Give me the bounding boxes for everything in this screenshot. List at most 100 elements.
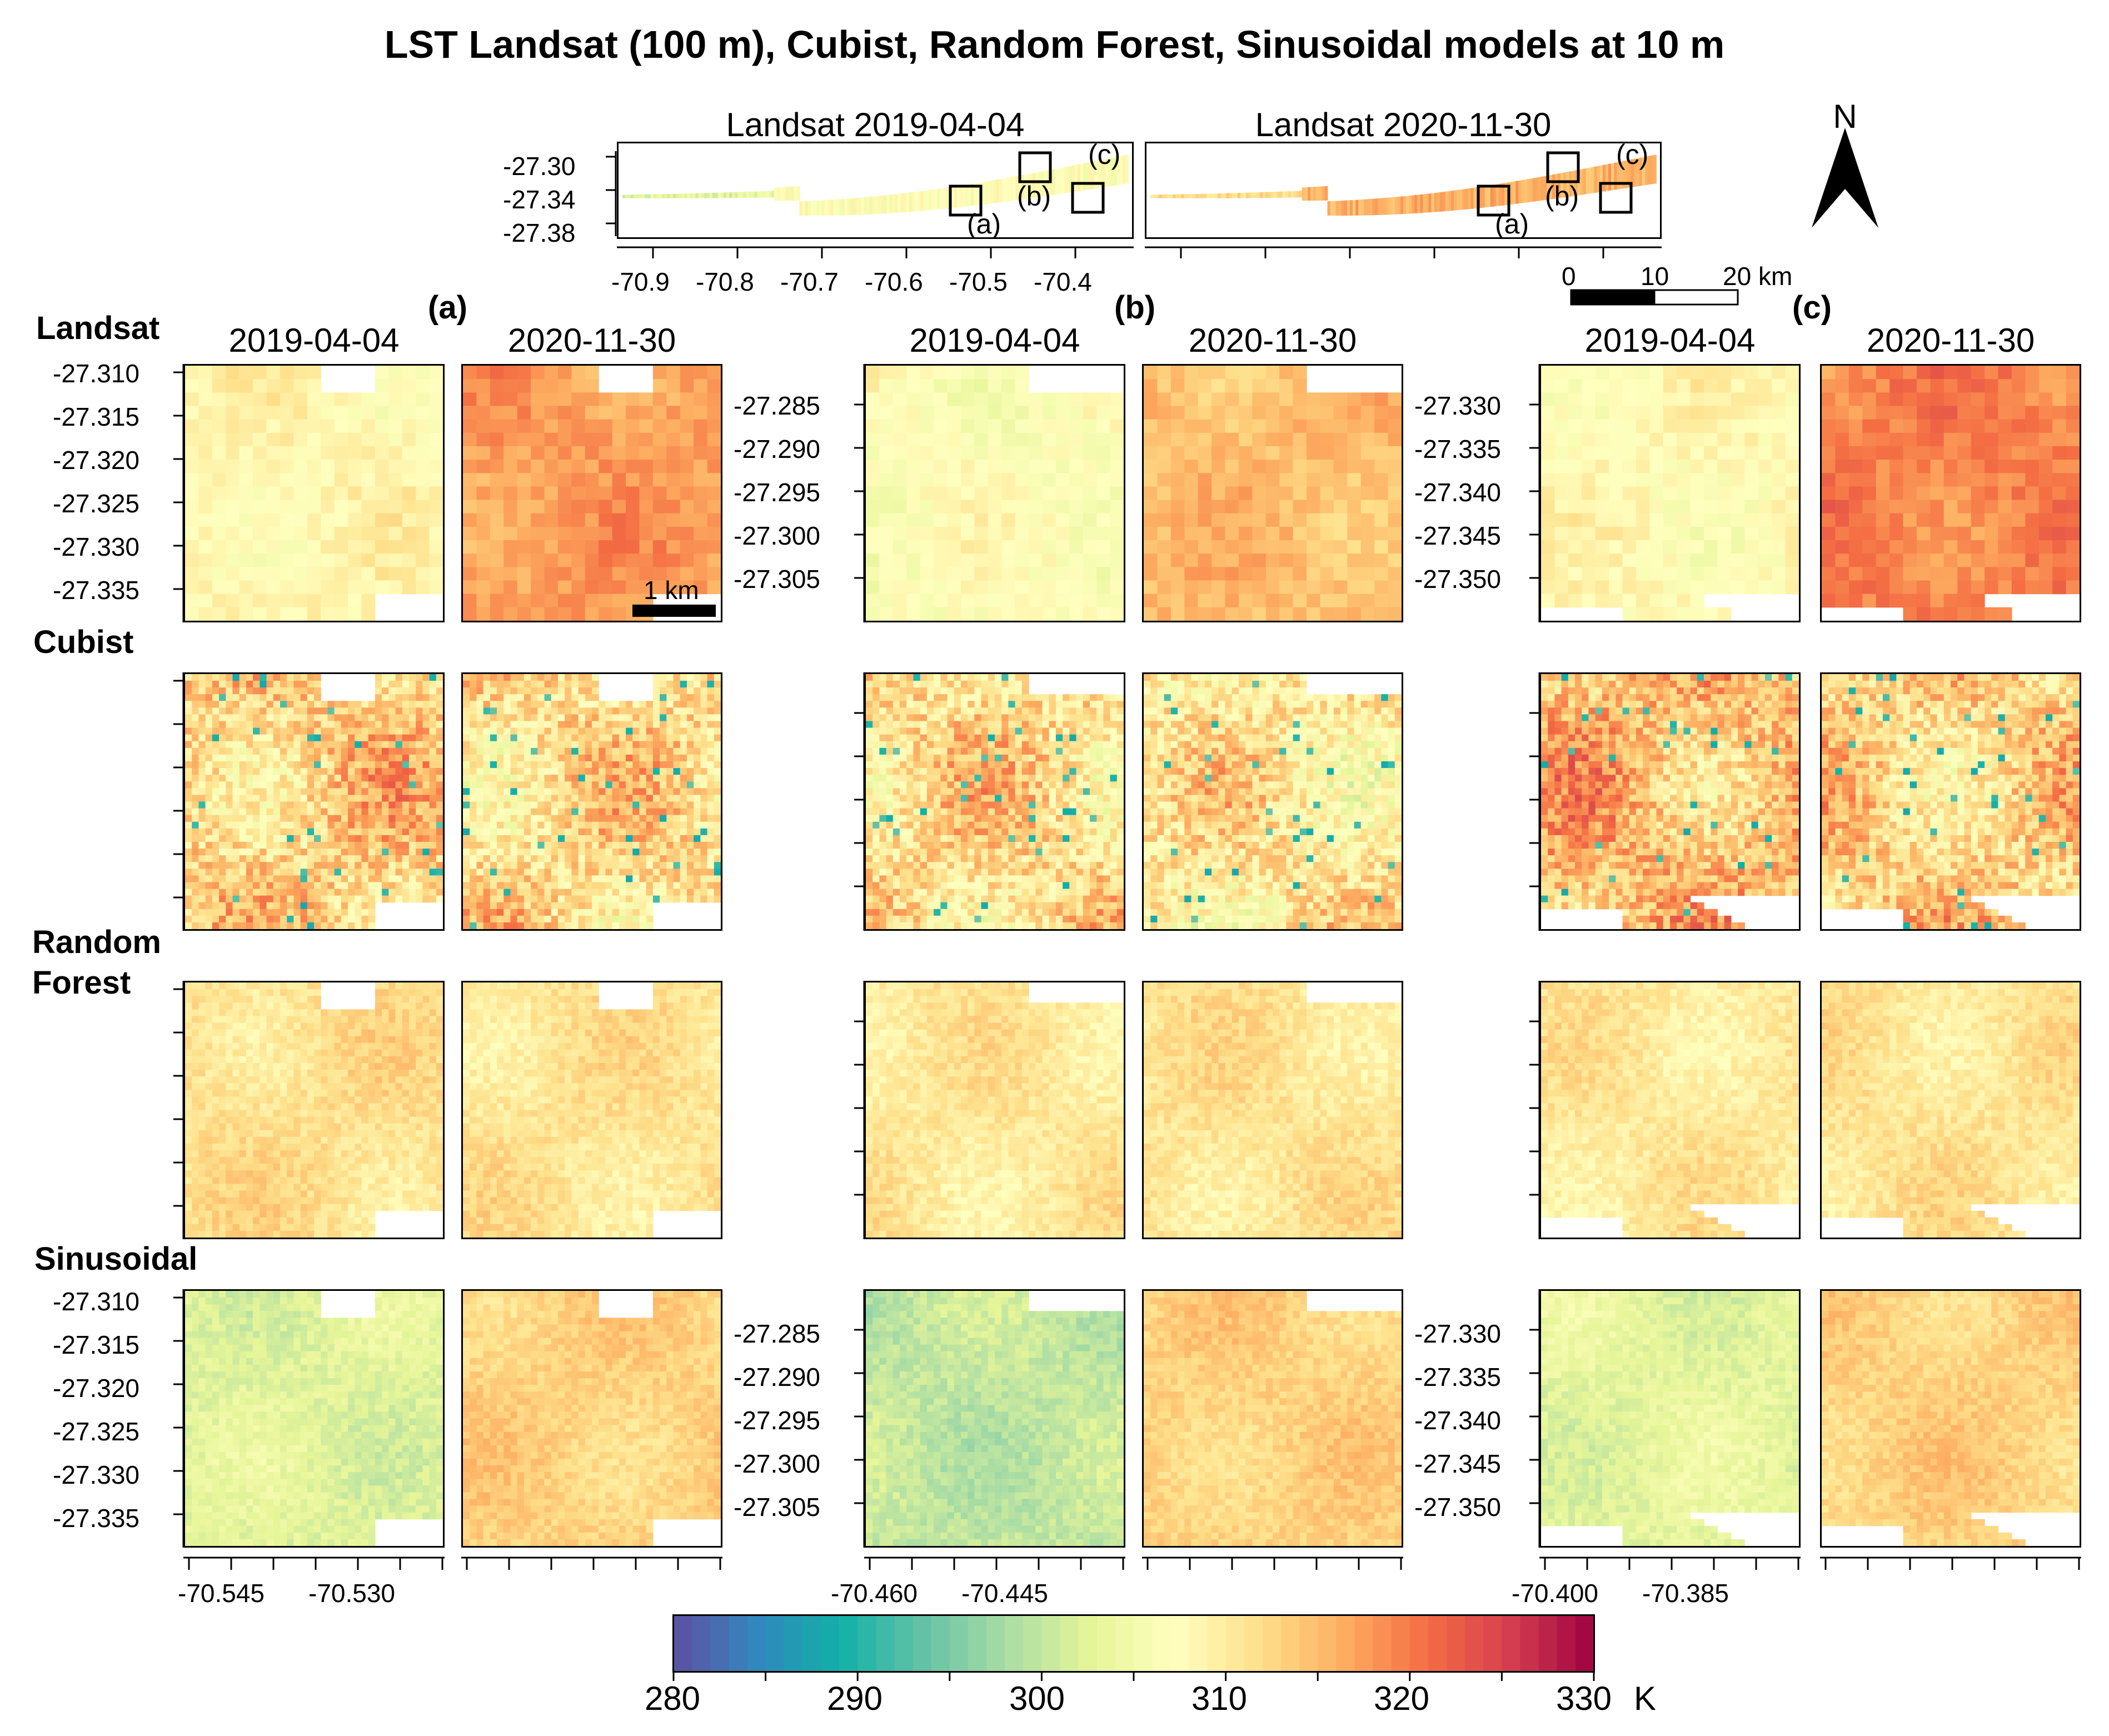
map-pixel <box>700 681 708 688</box>
map-pixel <box>599 768 606 775</box>
river-segment <box>1611 163 1615 191</box>
map-pixel <box>1998 379 2012 393</box>
map-pixel <box>544 835 552 842</box>
map-pixel <box>1265 406 1280 420</box>
map-pixel <box>361 922 369 929</box>
map-pixel <box>707 432 721 447</box>
map-pixel <box>212 835 220 842</box>
map-pixel <box>266 875 274 883</box>
map-pixel <box>280 922 287 929</box>
map-pixel <box>1184 540 1199 554</box>
map-pixel <box>1015 553 1029 567</box>
map-pixel <box>988 593 1002 608</box>
map-pixel <box>639 500 654 514</box>
map-pixel <box>639 392 654 407</box>
map-pixel <box>1985 392 1999 407</box>
map-pixel <box>510 721 518 729</box>
map-pixel <box>893 580 907 595</box>
map-pixel <box>605 701 613 708</box>
map-pixel <box>490 741 497 749</box>
map-pixel <box>368 902 376 910</box>
map-pixel <box>205 869 213 876</box>
map-pixel <box>307 419 321 433</box>
map-pixel <box>1622 553 1637 567</box>
map-pixel <box>470 815 477 822</box>
map-pixel <box>348 768 355 775</box>
map-pixel <box>934 419 948 433</box>
river-segment <box>1372 198 1376 216</box>
map-pixel <box>551 754 559 762</box>
map-pixel <box>287 768 294 775</box>
map-pixel <box>517 781 525 789</box>
map-pixel <box>1069 419 1084 433</box>
map-pixel <box>557 681 565 688</box>
river-segment <box>1597 166 1601 192</box>
map-pixel <box>192 721 200 729</box>
map-pixel <box>382 761 389 769</box>
map-pixel <box>503 500 518 514</box>
map-pixel <box>307 580 321 595</box>
map-pixel <box>239 747 247 755</box>
map-pixel <box>1649 446 1664 460</box>
map-pixel <box>341 768 348 775</box>
map-pixel <box>1998 540 2012 554</box>
map-pixel <box>1157 567 1171 581</box>
map-pixel <box>893 473 907 487</box>
map-pixel <box>1568 553 1582 567</box>
map-pixel <box>388 849 396 856</box>
map-pixel <box>1279 419 1294 433</box>
map-pixel <box>334 895 342 903</box>
map-pixel <box>646 795 654 802</box>
map-pixel <box>652 808 660 816</box>
map-pixel <box>375 821 382 829</box>
map-pixel <box>408 761 416 769</box>
map-pixel <box>523 747 531 755</box>
map-pixel <box>1595 379 1609 393</box>
y-tick: -27.285 <box>734 391 820 421</box>
map-pixel <box>273 747 281 755</box>
map-pixel <box>266 473 281 487</box>
map-pixel <box>1333 486 1348 501</box>
river-segment <box>1498 183 1502 206</box>
map-pixel <box>185 875 192 883</box>
map-pixel <box>1636 513 1650 527</box>
map-pixel <box>1717 513 1732 527</box>
map-pixel <box>266 593 281 608</box>
map-pixel <box>334 862 342 869</box>
map-pixel <box>680 795 687 802</box>
map-pixel <box>490 486 504 501</box>
map-pixel <box>185 902 192 910</box>
map-pixel <box>429 721 437 729</box>
river-segment <box>1594 166 1598 193</box>
map-pixel <box>531 432 545 447</box>
map-pixel <box>219 788 226 796</box>
river-segment <box>1479 187 1483 208</box>
map-pixel <box>1930 419 1945 433</box>
map-pixel <box>1083 607 1097 621</box>
map-pixel <box>416 869 423 876</box>
map-pixel <box>517 681 525 688</box>
map-pixel <box>361 915 369 923</box>
map-pixel <box>348 909 355 916</box>
map-pixel <box>327 754 335 762</box>
map-pixel <box>476 788 484 796</box>
map-pixel <box>906 379 921 393</box>
map-pixel <box>660 835 667 842</box>
map-pixel <box>226 862 233 869</box>
overview-map-2020: (a) (b) (c) <box>1145 139 1662 240</box>
map-pixel <box>639 721 647 729</box>
map-pixel <box>1110 486 1124 501</box>
map-pixel <box>1835 526 1849 541</box>
map-pixel <box>192 795 200 802</box>
map-pixel <box>1930 406 1945 420</box>
map-pixel <box>537 701 545 708</box>
map-pixel <box>388 580 403 595</box>
map-pixel <box>1029 419 1043 433</box>
river-segment <box>715 192 719 198</box>
map-pixel <box>260 801 267 809</box>
map-pixel <box>266 862 274 869</box>
map-pixel <box>232 781 240 789</box>
river-segment <box>985 181 989 204</box>
map-pixel <box>537 707 545 715</box>
map-pixel <box>219 902 226 910</box>
